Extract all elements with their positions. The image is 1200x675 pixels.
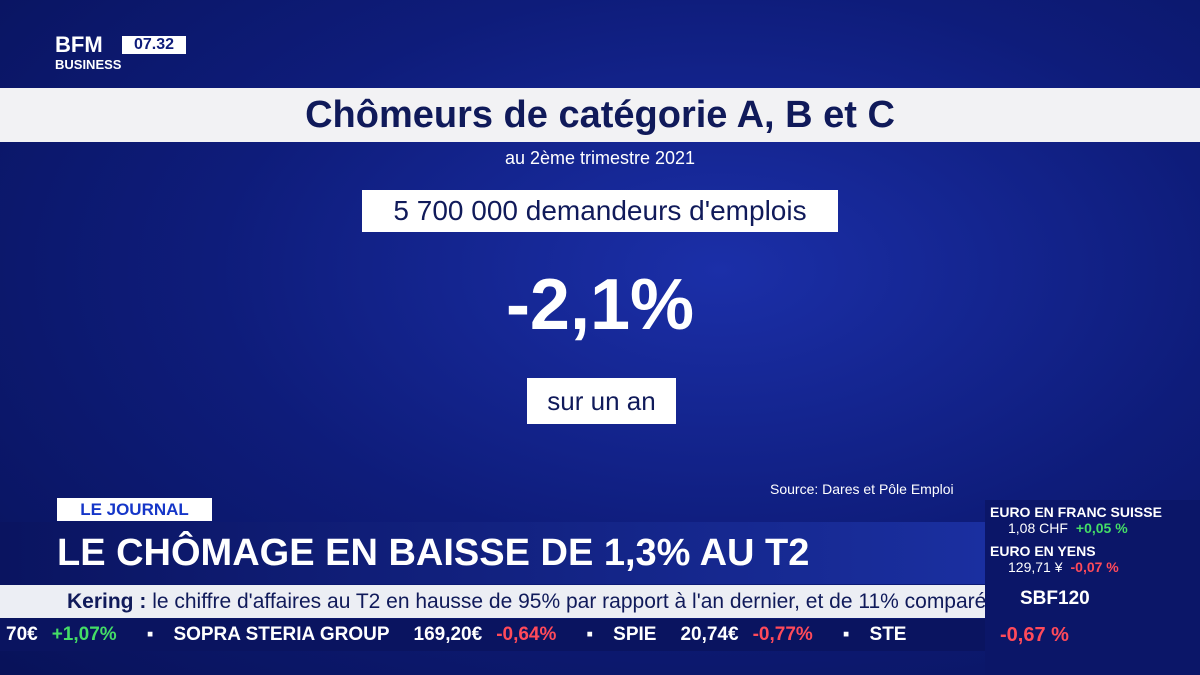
market-item: SBF120 -0,67 % [990,588,1195,647]
stock-name: SOPRA STERIA GROUP [173,624,390,645]
period-box: sur un an [527,378,676,424]
title: Chômeurs de catégorie A, B et C [0,88,1200,142]
change-figure: -2,1% [505,265,695,345]
subtitle: au 2ème trimestre 2021 [504,148,696,168]
news-line: Kering : le chiffre d'affaires au T2 en … [0,585,985,618]
market-label: SBF120 [1020,588,1090,609]
stock-name: STE [869,624,907,645]
market-panel: EURO EN FRANC SUISSE 1,08 CHF +0,05 % EURO … [985,500,1200,675]
stock-price: 20,74€ [680,624,739,645]
logo-channel: BUSINESS [55,57,122,72]
separator: ▪ [586,624,594,645]
stock-ticker: 70€ +1,07% ▪ SOPRA STERIA GROUP 169,20€ -0,64… [0,619,985,651]
market-label: EURO EN YENS [990,543,1096,559]
logo-brand: BFM [55,32,103,57]
market-row: 1,08 CHF +0,05 % [1008,520,1195,536]
market-item: EURO EN FRANC SUISSE 1,08 CHF +0,05 % [990,504,1195,536]
clock: 07.32 [122,36,186,54]
market-change: -0,67 % [1000,624,1069,646]
stock-name: SPIE [613,624,657,645]
market-value: 1,08 CHF [1008,520,1068,536]
news-company: Kering : [67,590,147,613]
stock-change: -0,77% [752,624,813,645]
headline: LE CHÔMAGE EN BAISSE DE 1,3% AU T2 [0,522,985,584]
total-box: 5 700 000 demandeurs d'emplois [362,190,838,232]
market-row: 129,71 ¥ -0,07 % [1008,559,1195,575]
news-text: le chiffre d'affaires au T2 en hausse de… [152,590,985,613]
stock-price: 70€ [6,624,38,645]
stock-change: -0,64% [496,624,557,645]
market-item: EURO EN YENS 129,71 ¥ -0,07 % [990,543,1195,575]
separator: ▪ [842,624,850,645]
source: Source: Dares et Pôle Emploi [770,481,954,497]
market-label: EURO EN FRANC SUISSE [990,504,1162,520]
stock-change: +1,07% [51,624,117,645]
tag: LE JOURNAL [57,498,212,521]
market-value: 129,71 ¥ [1008,559,1063,575]
market-change: +0,05 % [1075,520,1128,536]
market-change: -0,07 % [1070,559,1119,575]
stock-price: 169,20€ [413,624,483,645]
separator: ▪ [146,624,154,645]
market-row: -0,67 % [1000,624,1195,647]
